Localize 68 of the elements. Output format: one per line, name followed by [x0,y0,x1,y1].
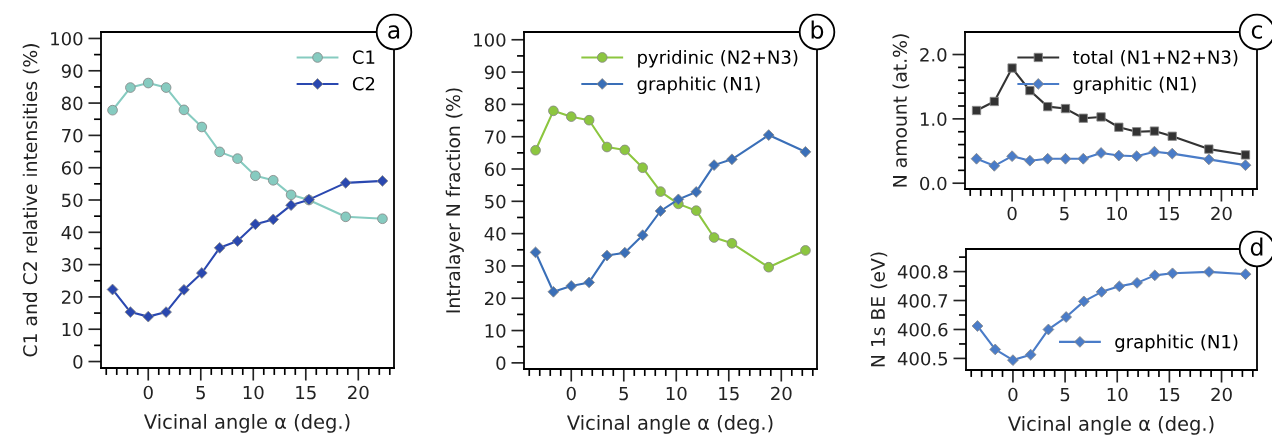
y-axis-title: C1 and C2 relative intensities (%) [22,44,40,357]
x-tick-label: 10 [666,386,687,401]
x-tick-label: 20 [1211,387,1232,402]
x-tick-label: 15 [719,386,739,401]
legend-label: C1 [352,50,375,65]
legend-label: C2 [352,76,375,91]
y-tick-label: 10 [62,322,83,337]
annotation: c [1251,25,1263,39]
y-tick-label: 60 [61,161,83,175]
legend-label: graphitic (N1) [1073,76,1196,95]
y-tick-label: 0 [496,356,506,370]
y-tick-label: 80 [61,96,83,111]
x-tick-label: 5 [196,385,205,400]
annotation: d [1250,237,1263,256]
y-tick-label: 400.8 [897,265,948,279]
x-axis-title: Vicinal angle α (deg.) [144,413,350,433]
annotation: b [811,20,824,39]
y-tick-label: 80 [484,97,506,112]
x-tick-label: 5 [1060,206,1069,221]
y-tick-label: 60 [484,162,506,177]
y-tick-label: 90 [61,64,83,78]
y-tick-label: 40 [484,227,506,241]
legend-label: graphitic (N1) [637,76,760,95]
y-tick-label: 0.0 [920,176,947,191]
y-tick-label: 0 [73,355,83,369]
y-tick-label: 400.5 [897,351,948,366]
y-tick-label: 40 [61,225,83,240]
point [1060,103,1071,114]
x-tick-label: 0 [143,385,153,400]
x-tick-label: 15 [1159,206,1179,221]
annotation: a [388,25,400,39]
y-axis-title: N 1s BE (eV) [870,252,888,367]
x-tick-label: 20 [1211,206,1232,221]
x-tick-label: 0 [1008,387,1018,402]
x-tick-label: 20 [348,385,369,400]
x-tick-label: 20 [771,386,792,401]
y-tick-label: 90 [484,65,506,80]
legend-label: pyridinic (N2+N3) [638,50,798,68]
x-tick-label: 5 [1060,387,1070,402]
y-tick-label: 50 [62,193,83,208]
x-tick-label: 15 [1159,387,1180,402]
y-tick-label: 30 [62,258,83,272]
x-axis-title: Vicinal angle α (deg.) [1008,415,1214,435]
x-tick-label: 0 [1007,206,1017,221]
y-tick-label: 1.0 [920,112,947,126]
y-tick-label: 2.0 [920,47,947,62]
y-tick-label: 30 [485,259,506,274]
y-tick-label: 20 [61,290,83,305]
y-tick-label: 70 [62,128,83,143]
y-tick-label: 100 [51,31,83,46]
y-tick-label: 50 [485,194,506,209]
y-tick-label: 100 [474,33,506,47]
x-tick-label: 10 [243,385,264,400]
x-tick-label: 5 [619,386,628,401]
legend-label: graphitic (N1) [1115,334,1238,352]
x-tick-label: 15 [296,385,316,400]
y-tick-label: 70 [485,130,506,144]
y-tick-label: 20 [484,291,506,306]
x-tick-label: 10 [1107,387,1128,402]
y-tick-label: 400.6 [897,322,948,337]
x-axis-title: Vicinal angle α (deg.) [567,414,773,434]
y-axis-title: Intralayer N fraction (%) [445,88,464,313]
legend-label: total (N1+N2+N3) [1073,50,1238,67]
y-tick-label: 10 [485,324,506,338]
x-tick-label: 0 [566,386,576,401]
x-tick-label: 10 [1107,206,1128,221]
y-tick-label: 400.7 [897,293,948,308]
y-axis-title: N amount (at.%) [892,34,910,187]
